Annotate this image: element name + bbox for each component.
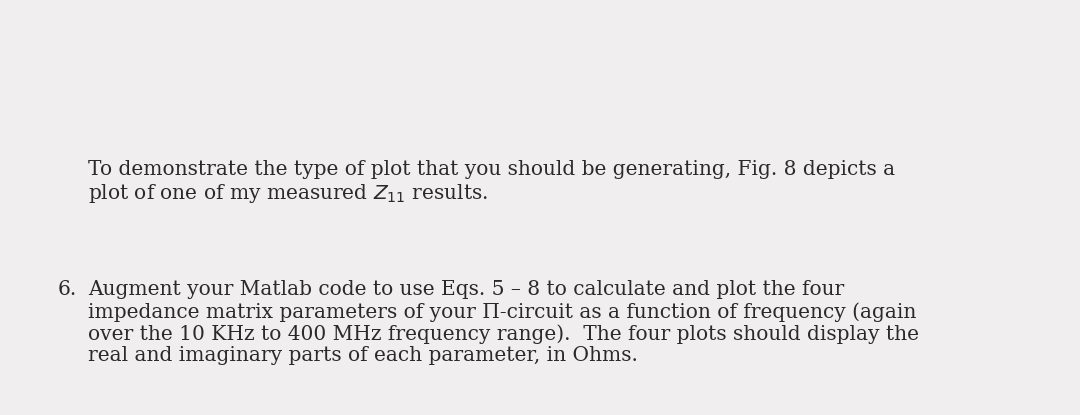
Text: 6.: 6. [58,280,78,299]
Text: impedance matrix parameters of your Π-circuit as a function of frequency (again: impedance matrix parameters of your Π-ci… [87,302,916,322]
Text: To demonstrate the type of plot that you should be generating, Fig. 8 depicts a: To demonstrate the type of plot that you… [87,160,895,179]
Text: Augment your Matlab code to use Eqs. 5 – 8 to calculate and plot the four: Augment your Matlab code to use Eqs. 5 –… [87,280,845,299]
Text: over the 10 KHz to 400 MHz frequency range).  The four plots should display the: over the 10 KHz to 400 MHz frequency ran… [87,324,919,344]
Text: real and imaginary parts of each parameter, in Ohms.: real and imaginary parts of each paramet… [87,346,638,365]
Text: plot of one of my measured $Z_{11}$ results.: plot of one of my measured $Z_{11}$ resu… [87,182,488,205]
